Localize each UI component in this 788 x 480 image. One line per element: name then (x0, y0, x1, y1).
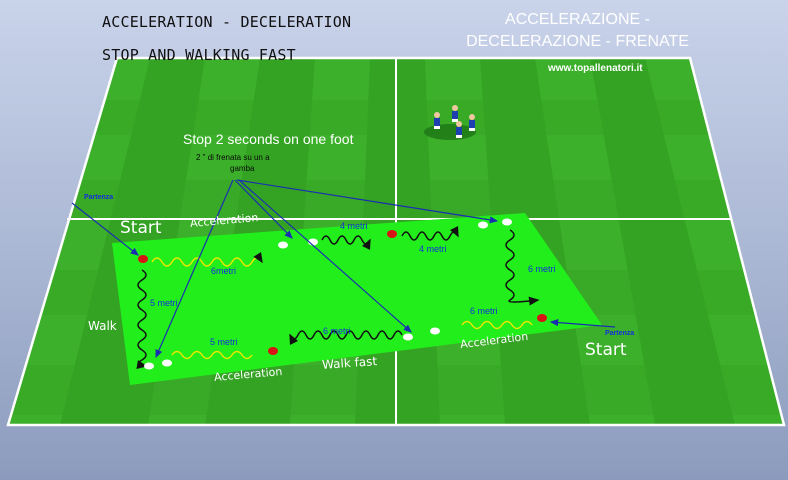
walk-fast-wave-bottom (289, 330, 403, 346)
website-link[interactable]: www.topallenatori.it (548, 63, 643, 74)
players-group (424, 105, 476, 140)
player-figure (452, 105, 458, 122)
walk-wave-left (136, 269, 148, 369)
acceleration-wave-bottom (171, 350, 253, 360)
title-english-line1: ACCELERATION - DECELERATION (102, 13, 352, 31)
distance-bottom-left-5m: 5 metri (210, 337, 238, 347)
note-italian-line2: gamba (230, 164, 255, 173)
start-right-label: Start (585, 340, 627, 360)
drill-zone (112, 213, 602, 385)
note-english: Stop 2 seconds on one foot (183, 131, 354, 147)
partenza-left-label: Partenza (84, 194, 114, 201)
walk-label: Walk (88, 319, 117, 333)
note-italian-line1: 2 " di frenata su un a (196, 153, 270, 162)
annotation-arrows (71, 179, 616, 359)
title-english-line2: STOP AND WALKING FAST (102, 46, 296, 64)
cones (138, 218, 547, 370)
start-left-label: Start (120, 218, 162, 238)
walk-fast-wave-top (321, 235, 371, 251)
distance-bottom-right-6m: 6 metri (470, 306, 498, 316)
distance-bottom-mid-6m: 6 metri (323, 326, 351, 336)
distance-top-4m-a: 4 metri (340, 221, 368, 231)
player-figure (456, 121, 462, 138)
acceleration-wave-top (151, 251, 263, 267)
distance-top-4m-b: 4 metri (419, 244, 447, 254)
player-figure (434, 112, 440, 129)
walk-fast-wave-top2 (401, 225, 459, 241)
distance-left-5m: 5 metri (150, 298, 178, 308)
title-italian-line1: ACCELERAZIONE - (505, 11, 650, 28)
walk-wave-right (505, 229, 540, 306)
player-figure (469, 114, 475, 131)
partenza-right-label: Partenza (605, 330, 635, 337)
title-italian-line2: DECELERAZIONE - FRENATE (466, 33, 689, 50)
run-paths (136, 225, 540, 369)
acceleration-wave-right (461, 320, 533, 330)
distance-right-6m: 6 metri (528, 264, 556, 274)
distance-left-6m: 6metri (211, 266, 237, 276)
